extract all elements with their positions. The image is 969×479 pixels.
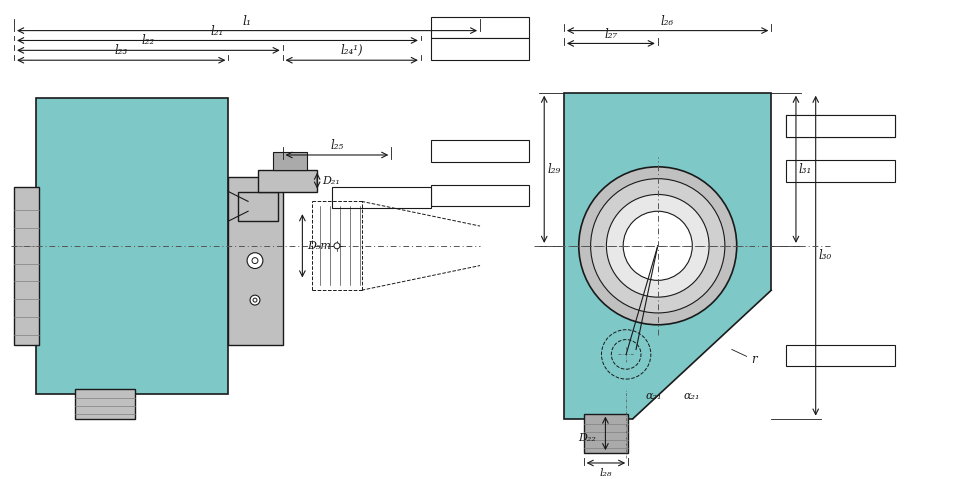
Text: D₂₁: D₂₁	[322, 176, 340, 186]
Circle shape	[578, 167, 736, 325]
Circle shape	[334, 243, 340, 249]
Bar	[564, 93, 771, 419]
Bar	[430, 140, 529, 162]
Text: l₂₆: l₂₆	[661, 15, 674, 28]
Text: r: r	[752, 353, 757, 366]
Text: l₂₇: l₂₇	[605, 28, 617, 42]
Text: l₂₉: l₂₉	[547, 163, 560, 176]
Bar	[430, 184, 529, 206]
Bar	[272, 152, 307, 170]
Text: l₂₈: l₂₈	[600, 468, 612, 478]
Text: α₂₁: α₂₁	[683, 391, 700, 401]
Text: α₂₁: α₂₁	[646, 391, 663, 401]
Bar	[430, 17, 529, 38]
Bar	[786, 115, 894, 137]
Text: l₂₁: l₂₁	[211, 24, 224, 37]
Bar	[229, 177, 283, 344]
Text: l₃₀: l₃₀	[819, 249, 832, 262]
Bar	[583, 414, 628, 453]
Bar	[430, 38, 529, 60]
Bar	[683, 388, 742, 406]
Circle shape	[253, 298, 257, 302]
Bar	[76, 389, 135, 419]
Bar	[15, 187, 39, 344]
Circle shape	[623, 211, 692, 280]
Text: l₂₂: l₂₂	[141, 34, 155, 47]
Text: l₁: l₁	[242, 15, 252, 28]
Circle shape	[607, 194, 709, 297]
Bar	[332, 187, 430, 208]
Circle shape	[252, 258, 258, 263]
Circle shape	[247, 253, 263, 269]
Text: l₂₅: l₂₅	[330, 139, 344, 152]
Bar	[238, 192, 278, 221]
Text: l₃₁: l₃₁	[798, 163, 812, 176]
Bar	[36, 98, 229, 394]
Text: l₂₄¹): l₂₄¹)	[340, 44, 363, 57]
Bar	[786, 344, 894, 366]
Circle shape	[250, 295, 260, 305]
Polygon shape	[633, 290, 771, 419]
Bar	[258, 170, 317, 192]
Circle shape	[591, 179, 725, 313]
Text: D₅m: D₅m	[307, 241, 331, 251]
Bar	[786, 115, 894, 137]
Text: D₂₂: D₂₂	[578, 433, 597, 443]
Text: l₂₃: l₂₃	[114, 44, 128, 57]
Bar	[786, 160, 894, 182]
